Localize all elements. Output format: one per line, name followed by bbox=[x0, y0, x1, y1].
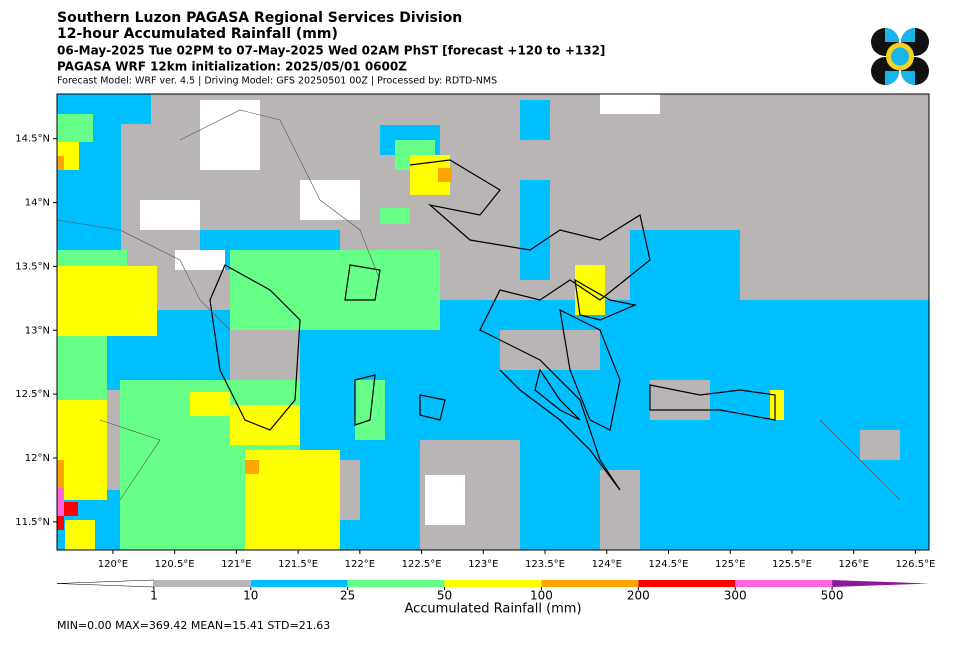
y-tick-label: 13°N bbox=[25, 325, 50, 336]
credits: Forecast Model: WRF ver. 4.5 | Driving M… bbox=[57, 76, 497, 87]
colorbar-segment bbox=[250, 580, 348, 587]
stats: MIN=0.00 MAX=369.42 MEAN=15.41 STD=21.63 bbox=[57, 619, 330, 632]
colorbar-label: Accumulated Rainfall (mm) bbox=[404, 602, 581, 617]
colorbar-tick-label: 300 bbox=[724, 589, 747, 603]
colorbar-tick-label: 10 bbox=[243, 589, 258, 603]
x-tick-label: 120°E bbox=[98, 559, 128, 570]
x-tick-label: 122.5°E bbox=[402, 559, 442, 570]
y-tick-label: 12°N bbox=[25, 453, 50, 464]
title: Southern Luzon PAGASA Regional Services … bbox=[57, 10, 462, 26]
y-tick-label: 13.5°N bbox=[15, 261, 50, 272]
colorbar-segment bbox=[735, 580, 833, 587]
colorbar-tick-label: 50 bbox=[437, 589, 452, 603]
x-tick-label: 122°E bbox=[345, 559, 375, 570]
logo bbox=[871, 28, 929, 85]
x-tick-label: 121°E bbox=[221, 559, 251, 570]
colorbar-segment bbox=[153, 580, 251, 587]
colorbar-tick-label: 100 bbox=[530, 589, 553, 603]
period: 06-May-2025 Tue 02PM to 07-May-2025 Wed … bbox=[57, 44, 605, 58]
colorbar-tick-label: 500 bbox=[821, 589, 844, 603]
x-tick-label: 123.5°E bbox=[525, 559, 565, 570]
x-tick-label: 126.5°E bbox=[895, 559, 935, 570]
colorbar-tick-label: 25 bbox=[340, 589, 355, 603]
subtitle: 12-hour Accumulated Rainfall (mm) bbox=[57, 26, 338, 42]
colorbar-tick-label: 200 bbox=[627, 589, 650, 603]
colorbar-segment bbox=[347, 580, 445, 587]
colorbar-segment bbox=[541, 580, 639, 587]
x-tick-label: 120.5°E bbox=[155, 559, 195, 570]
x-tick-label: 126°E bbox=[838, 559, 868, 570]
y-tick-label: 11.5°N bbox=[15, 517, 50, 528]
model-init: PAGASA WRF 12km initialization: 2025/05/… bbox=[57, 60, 407, 74]
colorbar-segment bbox=[638, 580, 736, 587]
x-tick-label: 125.5°E bbox=[772, 559, 812, 570]
colorbar-tick-label: 1 bbox=[150, 589, 158, 603]
x-tick-label: 124.5°E bbox=[649, 559, 689, 570]
y-tick-label: 12.5°N bbox=[15, 389, 50, 400]
colorbar-over bbox=[832, 580, 929, 587]
x-tick-label: 124°E bbox=[592, 559, 622, 570]
y-tick-label: 14°N bbox=[25, 198, 50, 209]
x-tick-label: 121.5°E bbox=[278, 559, 318, 570]
x-tick-label: 125°E bbox=[715, 559, 745, 570]
y-tick-label: 14.5°N bbox=[15, 134, 50, 145]
colorbar-under bbox=[56, 579, 155, 588]
x-tick-label: 123°E bbox=[468, 559, 498, 570]
colorbar-segment bbox=[444, 580, 542, 587]
map bbox=[56, 93, 930, 551]
